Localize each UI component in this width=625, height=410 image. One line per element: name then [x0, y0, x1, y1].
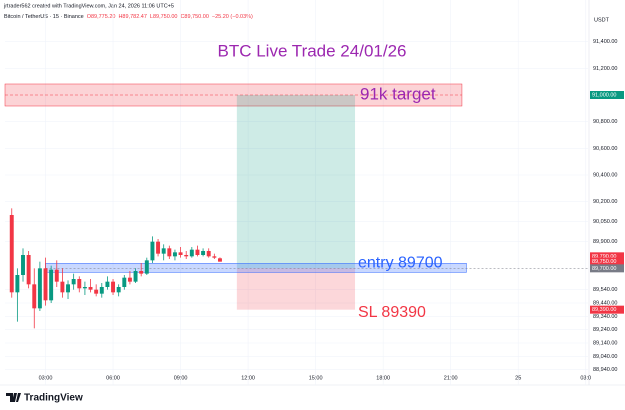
candle-body [144, 260, 149, 274]
candle-body [37, 268, 42, 309]
candle-body [189, 249, 194, 257]
x-tick-label: 15:00 [309, 375, 323, 381]
candle-body [88, 287, 93, 290]
ohlc-high: H89,782.47 [118, 14, 146, 20]
ohlc-low: L89,750.00 [150, 14, 178, 20]
y-tick-label: 89,440.00 [593, 300, 617, 306]
brand-logo [6, 393, 21, 402]
brand-name: TradingView [24, 393, 83, 404]
candle-body [212, 256, 217, 258]
ohlc-open: O89,775.20 [87, 14, 116, 20]
header-line: Bitcoin / TetherUS · 15 · Binance O89,775… [4, 14, 253, 20]
y-tick-label: 90,800.00 [593, 119, 617, 125]
candle-body [21, 255, 25, 275]
price-label: 89,750.00 [592, 259, 616, 265]
candle-body [15, 275, 20, 293]
candle-body [94, 289, 99, 294]
candle-body [43, 268, 48, 301]
price-label-box [590, 257, 624, 266]
price-label-box [590, 91, 624, 99]
candle-body [54, 269, 59, 282]
candle-body [206, 251, 211, 257]
candle-body [105, 281, 110, 287]
price-label: 89,700.00 [592, 266, 616, 272]
loss-zone [236, 268, 356, 310]
candle-body [195, 249, 200, 255]
y-tick-label: 91,200.00 [593, 66, 617, 72]
candle-body [167, 248, 172, 257]
candle-body [32, 284, 37, 309]
candle-body [111, 281, 116, 293]
y-tick-label: 88,940.00 [593, 367, 617, 373]
x-tick-label: 03:00 [39, 375, 53, 381]
price-label: 89,390.00 [592, 307, 616, 313]
target-label: 91k target [360, 84, 436, 103]
candle-body [9, 215, 14, 293]
entry-label: entry 89700 [358, 255, 443, 272]
candle-body [122, 277, 127, 287]
candle-body [178, 252, 183, 255]
candle-body [82, 287, 87, 289]
price-label-box [590, 305, 624, 314]
candle-body [139, 271, 144, 274]
brand: TradingView [6, 393, 83, 404]
candle-body [156, 241, 161, 254]
candle-body [77, 279, 82, 289]
y-tick-label: 90,400.00 [593, 172, 617, 178]
y-tick-label: 90,600.00 [593, 146, 617, 152]
chart-title: BTC Live Trade 24/01/26 [217, 41, 406, 60]
candle-body [116, 287, 121, 293]
profit-zone [236, 95, 356, 269]
x-tick-label: 03:0 [580, 375, 591, 381]
price-label-box [590, 264, 624, 273]
x-tick-label: 21:00 [444, 375, 458, 381]
y-tick-label: 89,900.00 [593, 239, 617, 245]
candle-body [161, 248, 166, 254]
candle-body [49, 269, 54, 301]
candle-body [71, 279, 76, 285]
y-tick-label: 91,400.00 [593, 39, 617, 45]
y-tick-label: 89,340.00 [593, 314, 617, 320]
stop-label: SL 89390 [358, 304, 426, 321]
candle-body [66, 284, 70, 293]
candle-body [26, 255, 31, 285]
x-tick-label: 09:00 [174, 375, 188, 381]
x-tick-label: 18:00 [376, 375, 390, 381]
candle-body [127, 277, 132, 282]
candle-body [150, 241, 155, 261]
y-tick-label: 89,240.00 [593, 327, 617, 333]
symbol: Bitcoin / TetherUS · 15 · Binance [4, 14, 84, 20]
y-tick-label: 90,050.00 [593, 219, 617, 225]
x-tick-label: 06:00 [106, 375, 120, 381]
price-label: 91,000.00 [592, 92, 616, 98]
candle-body [184, 255, 189, 257]
y-tick-label: 89,540.00 [593, 287, 617, 293]
currency: USDT [594, 17, 610, 23]
ohlc-close: C89,750.00 [180, 14, 208, 20]
candle-body [217, 258, 222, 262]
y-tick-label: 89,140.00 [593, 340, 617, 346]
credit: jrtrader562 created with TradingView.com… [3, 3, 174, 9]
candle-body [99, 287, 104, 294]
candle-body [201, 251, 206, 255]
y-tick-label: 89,040.00 [593, 354, 617, 360]
x-tick-label: 25 [515, 375, 521, 381]
candle-body [172, 252, 177, 257]
candle-body [60, 281, 65, 293]
candle-body [133, 271, 138, 282]
price-label-box [590, 252, 624, 261]
y-tick-label: 90,200.00 [593, 199, 617, 205]
x-tick-label: 12:00 [241, 375, 255, 381]
price-label: 89,790.00 [592, 254, 616, 260]
ohlc-change: −25.20 (−0.03%) [212, 14, 253, 20]
